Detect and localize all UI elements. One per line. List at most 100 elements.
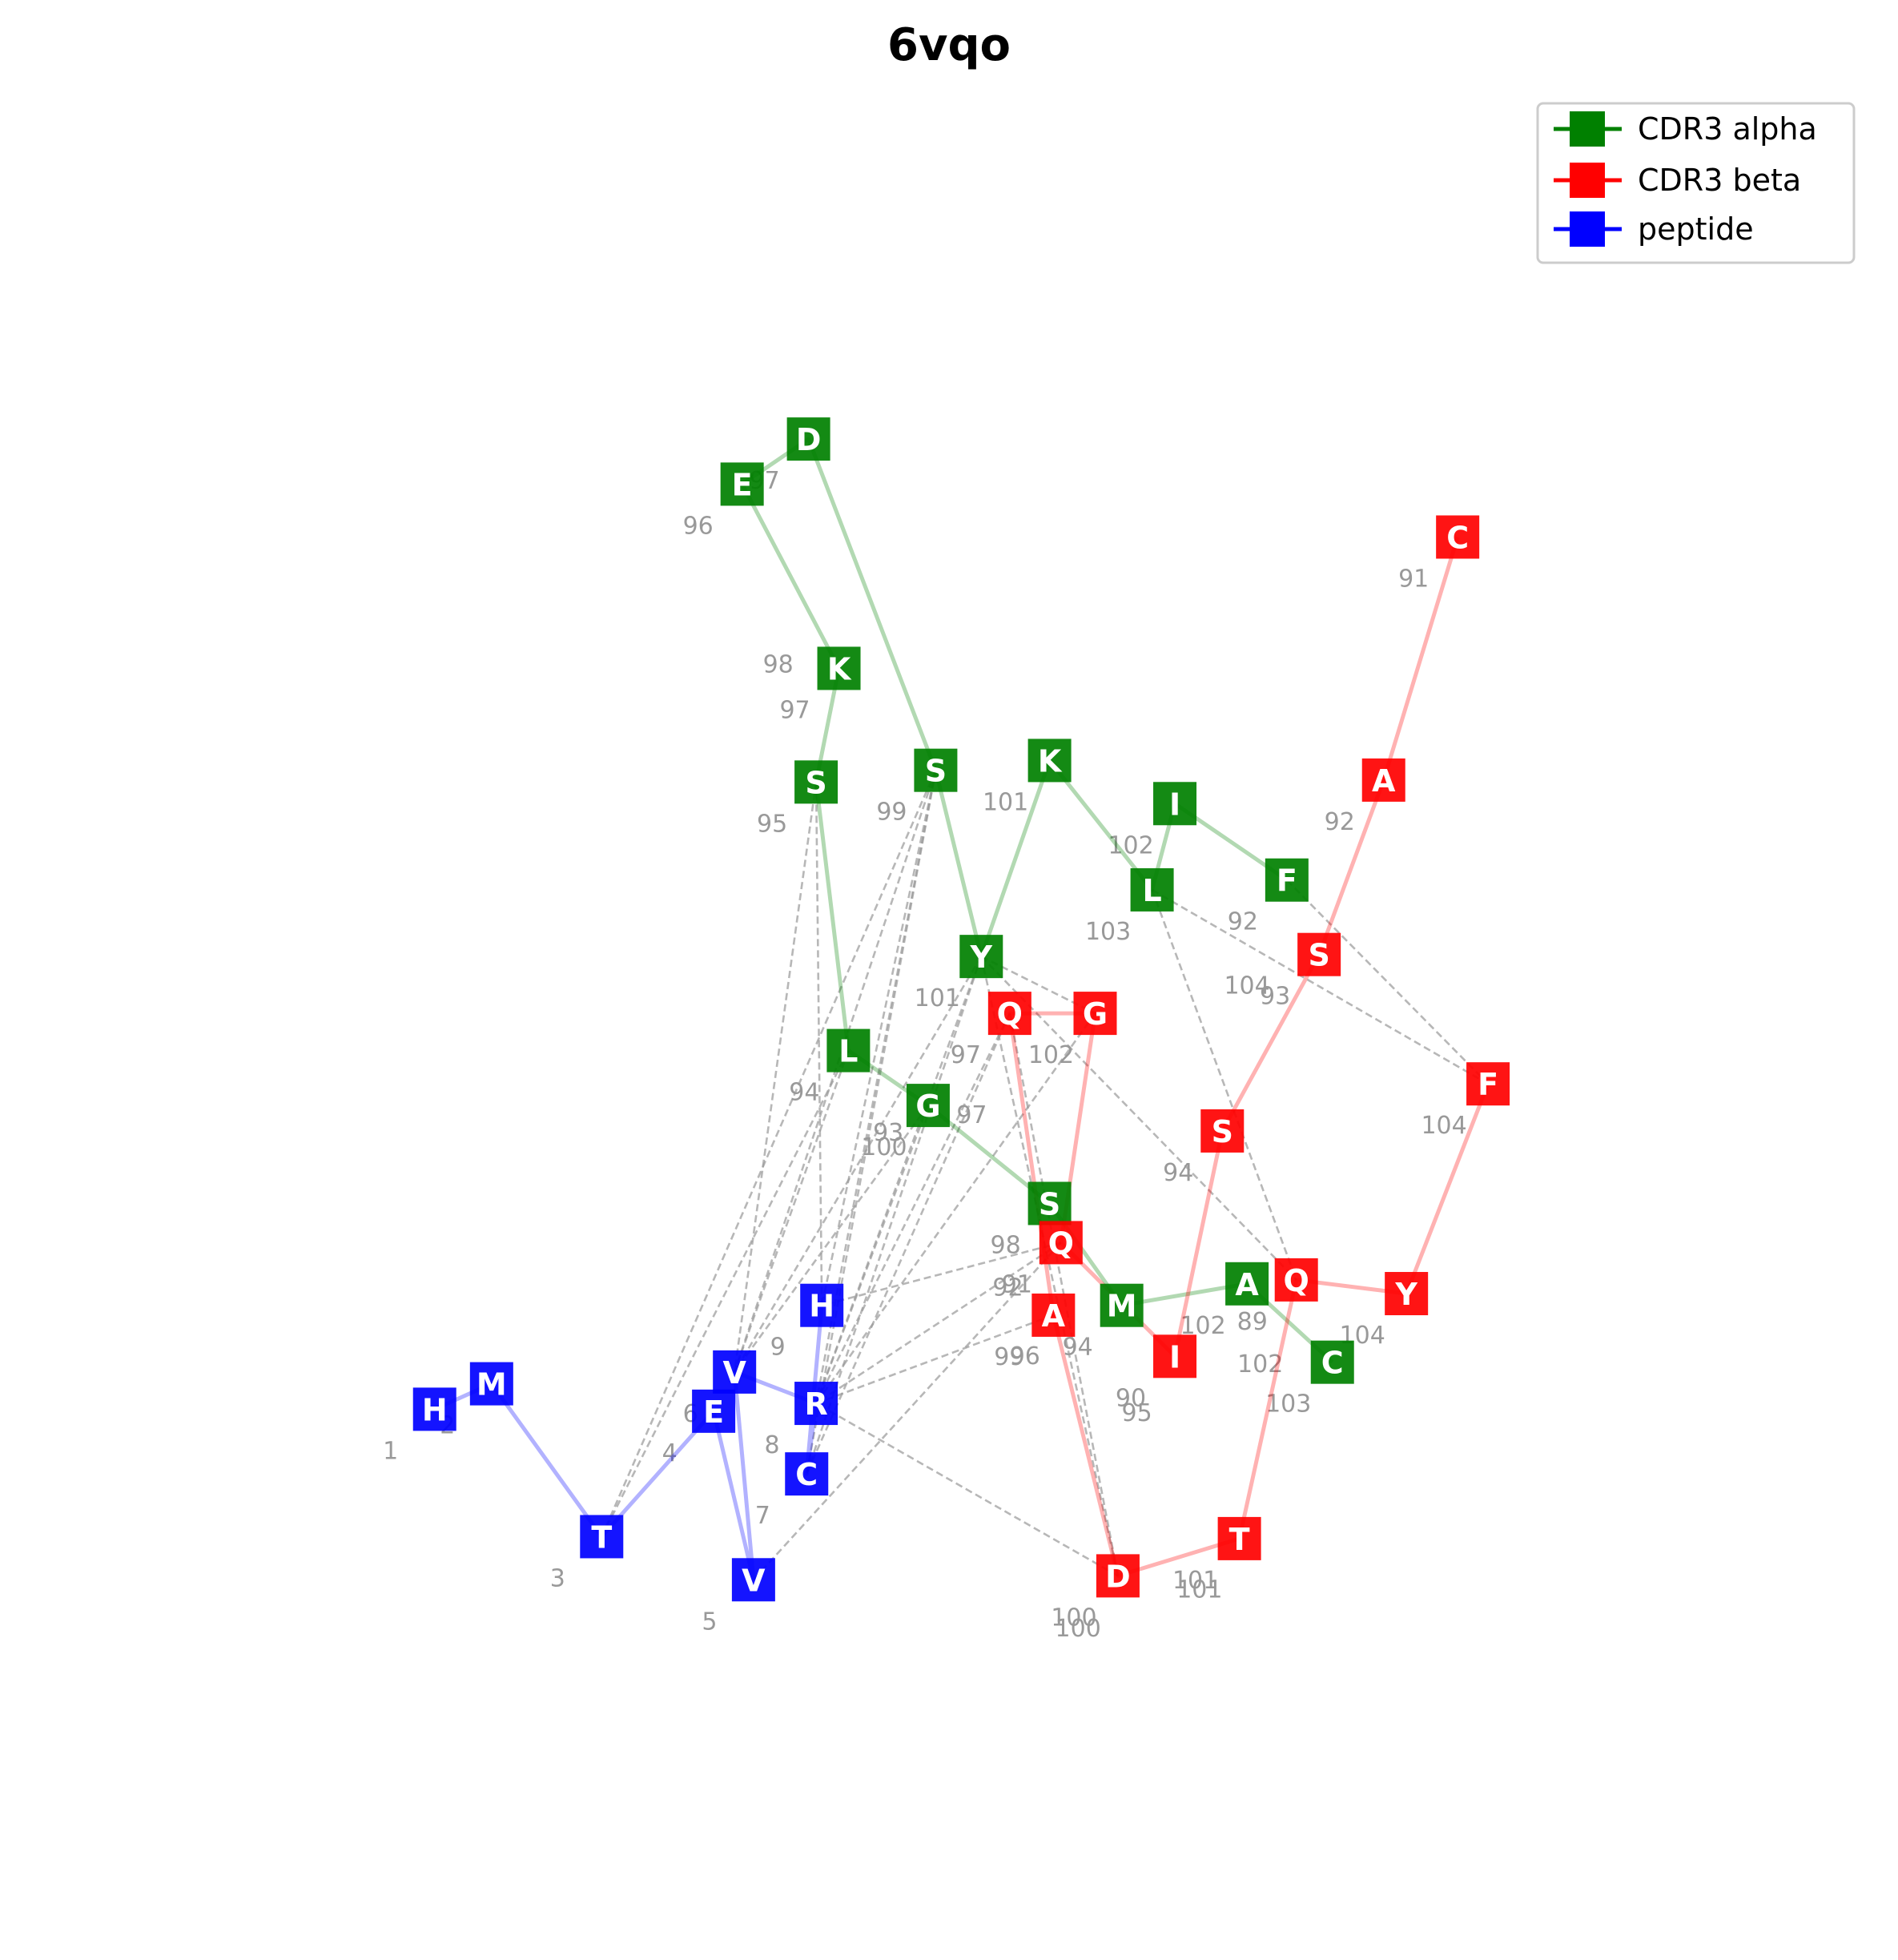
- beta-residue-label: Y: [1394, 1277, 1417, 1312]
- beta-residue-marker: [1200, 1109, 1245, 1153]
- alpha-residue-label: A: [1235, 1267, 1259, 1302]
- beta-residue-marker: [1274, 1258, 1318, 1302]
- alpha-residue-1: A: [1225, 1262, 1269, 1306]
- beta-residue-0: C: [1436, 515, 1480, 559]
- beta-residue-label: F: [1478, 1067, 1498, 1102]
- beta-residue-label: S: [1308, 938, 1329, 973]
- position-label-alpha-2: 94: [1063, 1334, 1093, 1362]
- beta-residue-marker: [1031, 1293, 1076, 1337]
- alpha-residue-marker: [826, 1028, 871, 1073]
- contact-line-2: [805, 770, 937, 1475]
- position-label-alpha-11: 101: [915, 984, 960, 1012]
- position-label-alpha-0: 103: [1265, 1391, 1311, 1419]
- position-label-alpha-7: 97: [779, 696, 810, 724]
- contact-line-14: [733, 782, 818, 1373]
- alpha-residue-marker: [786, 417, 830, 461]
- position-label-alpha-5: 94: [789, 1079, 819, 1107]
- position-label-beta-7: 97: [951, 1041, 981, 1069]
- alpha-residue-label: C: [1321, 1346, 1344, 1381]
- beta-residue-marker: [1436, 515, 1480, 559]
- peptide-residue-label: E: [703, 1395, 724, 1430]
- alpha-residue-label: S: [805, 765, 826, 800]
- peptide-residue-marker: [713, 1350, 757, 1394]
- peptide-residue-3: E: [692, 1389, 736, 1433]
- beta-residue-marker: [987, 992, 1031, 1036]
- beta-residue-marker: [1217, 1516, 1261, 1560]
- beta-residue-9: D: [1096, 1554, 1140, 1598]
- alpha-residue-marker: [1153, 782, 1197, 826]
- extra-position-label-7: 100: [1056, 1615, 1101, 1643]
- contact-line-8: [980, 956, 1120, 1576]
- beta-residue-label: Q: [997, 996, 1023, 1032]
- peptide-residue-label: V: [722, 1355, 746, 1391]
- alpha-residue-marker: [959, 935, 1003, 979]
- position-label-beta-9: 100: [1051, 1604, 1096, 1632]
- beta-residue-3: S: [1200, 1109, 1245, 1153]
- beta-residue-marker: [1153, 1334, 1197, 1378]
- chart-title: 6vqo: [887, 19, 1011, 71]
- extra-position-label-8: 101: [1176, 1576, 1222, 1604]
- beta-residue-label: S: [1212, 1114, 1233, 1149]
- position-label-beta-5: 91: [1002, 1270, 1032, 1298]
- position-label-alpha-6: 95: [757, 810, 787, 838]
- beta-residue-label: Q: [1048, 1226, 1074, 1261]
- alpha-residue-9: D: [786, 417, 830, 461]
- alpha-residue-3: S: [1027, 1181, 1072, 1226]
- alpha-residue-marker: [1225, 1262, 1269, 1306]
- peptide-residue-label: R: [804, 1386, 827, 1422]
- alpha-residue-12: K: [1027, 739, 1072, 783]
- alpha-residue-8: E: [720, 462, 764, 506]
- contact-line-19: [814, 1012, 1011, 1404]
- contact-line-25: [815, 1314, 1054, 1405]
- contact-lines: [601, 770, 1490, 1581]
- position-label-peptide-8: 9: [770, 1334, 786, 1362]
- position-label-peptide-4: 5: [702, 1608, 717, 1636]
- alpha-residue-label: F: [1277, 863, 1297, 899]
- position-label-peptide-3: 4: [662, 1439, 678, 1467]
- alpha-residue-label: G: [915, 1089, 940, 1124]
- peptide-residue-7: C: [785, 1452, 829, 1496]
- beta-residue-1: A: [1361, 758, 1405, 802]
- peptide-residue-marker: [692, 1389, 736, 1433]
- peptide-residue-marker: [794, 1382, 838, 1426]
- position-label-beta-13: 104: [1421, 1112, 1466, 1140]
- beta-residue-5: Q: [1039, 1221, 1083, 1265]
- extra-position-label-3: 96: [1010, 1342, 1040, 1370]
- legend-marker-peptide: [1570, 211, 1605, 247]
- beta-residue-marker: [1361, 758, 1405, 802]
- peptide-residue-marker: [800, 1283, 844, 1327]
- alpha-residue-0: C: [1310, 1340, 1354, 1384]
- legend-frame: [1536, 102, 1856, 264]
- alpha-residue-14: I: [1153, 782, 1197, 826]
- legend-marker-beta: [1570, 163, 1605, 198]
- beta-residue-2: S: [1297, 932, 1341, 976]
- alpha-residue-6: S: [794, 760, 838, 804]
- position-label-alpha-13: 103: [1085, 918, 1131, 946]
- peptide-residue-marker: [580, 1515, 624, 1559]
- beta-residue-8: A: [1031, 1293, 1076, 1337]
- beta-residue-label: A: [1372, 763, 1396, 799]
- contact-line-10: [980, 956, 1297, 1281]
- beta-residue-marker: [1096, 1554, 1140, 1598]
- position-label-beta-1: 92: [1325, 808, 1355, 836]
- beta-residue-label: Q: [1284, 1263, 1309, 1298]
- peptide-residue-label: C: [795, 1457, 818, 1492]
- alpha-residue-marker: [906, 1084, 950, 1128]
- position-label-beta-11: 89: [1237, 1308, 1268, 1336]
- position-label-alpha-8: 96: [683, 512, 714, 540]
- contact-line-20: [806, 1012, 1011, 1475]
- contact-line-26: [815, 1402, 1119, 1577]
- contact-line-27: [734, 1105, 929, 1373]
- peptide-residue-2: T: [580, 1515, 624, 1559]
- alpha-residue-7: K: [817, 646, 861, 690]
- alpha-residue-2: M: [1100, 1283, 1144, 1327]
- position-label-beta-8: 99: [994, 1343, 1024, 1371]
- alpha-residue-marker: [1265, 858, 1309, 902]
- position-label-alpha-12: 101: [983, 788, 1028, 816]
- position-label-beta-0: 91: [1398, 565, 1429, 593]
- beta-residue-13: F: [1466, 1062, 1510, 1106]
- position-label-alpha-14: 102: [1108, 831, 1153, 859]
- peptide-residue-label: V: [742, 1563, 766, 1598]
- legend-marker-alpha: [1570, 111, 1605, 147]
